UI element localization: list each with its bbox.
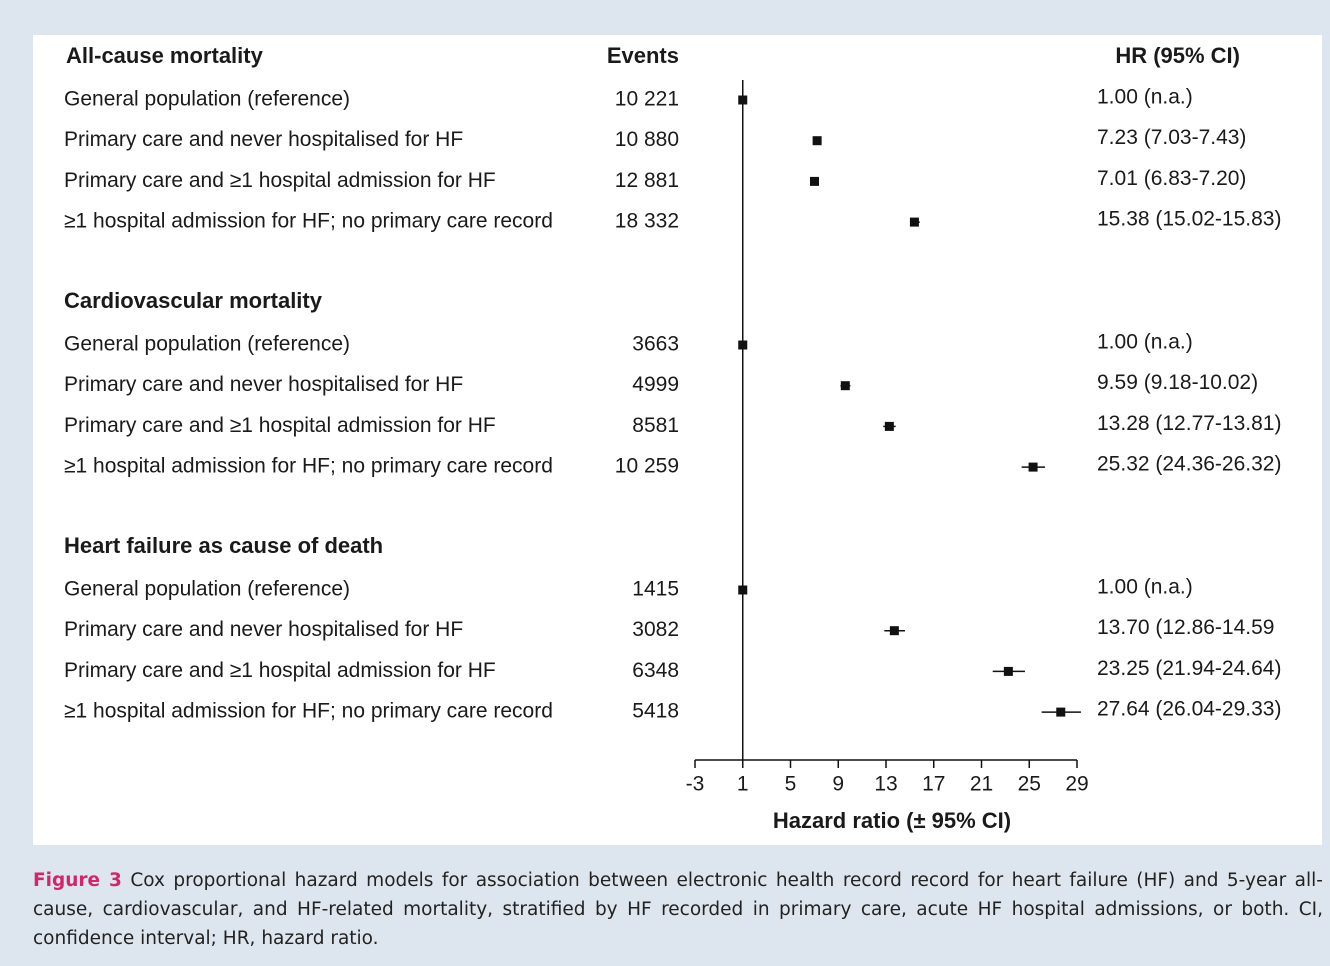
hr-label: 1.00 (n.a.) [1097,576,1193,599]
row-label: Primary care and ≥1 hospital admission f… [64,169,496,192]
hr-label: 15.38 (15.02-15.83) [1097,208,1281,231]
hr-point [840,381,850,391]
x-axis-title: Hazard ratio (± 95% CI) [773,808,1011,833]
hr-label: 7.01 (6.83-7.20) [1097,167,1246,190]
x-tick-label: 21 [970,773,993,796]
hr-label: 13.28 (12.77-13.81) [1097,412,1281,435]
group-title: Cardiovascular mortality [64,288,323,313]
row-label: ≥1 hospital admission for HF; no primary… [64,700,553,723]
events: 6348 [632,659,679,682]
hr-label: 9.59 (9.18-10.02) [1097,371,1258,394]
hr-label: 1.00 (n.a.) [1097,86,1193,109]
hr-label: 23.25 (21.94-24.64) [1097,657,1281,680]
events: 3082 [632,618,679,641]
events: 5418 [632,700,679,723]
events: 12 881 [615,169,679,192]
x-tick-label: 29 [1065,773,1088,796]
events-header: Events [607,43,679,68]
chart-panel [33,35,1322,845]
hr-label: 7.23 (7.03-7.43) [1097,126,1246,149]
caption: Figure 3 Cox proportional hazard models … [33,866,1323,953]
x-tick-label: 5 [785,773,797,796]
hr-point [909,217,919,227]
events: 3663 [632,333,679,356]
x-tick-label: 1 [737,773,749,796]
events: 1415 [632,578,679,601]
row-label: Primary care and ≥1 hospital admission f… [64,414,496,437]
events: 4999 [632,373,679,396]
x-tick-label: -3 [686,773,705,796]
hr-point [1056,707,1066,717]
hr-point [1028,462,1038,472]
hr-point [1003,666,1013,676]
events: 10 880 [615,128,679,151]
x-tick-label: 13 [874,773,897,796]
group-title: Heart failure as cause of death [64,533,383,558]
x-tick-label: 25 [1018,773,1041,796]
row-label: General population (reference) [64,333,350,356]
hr-label: 25.32 (24.36-26.32) [1097,453,1281,476]
caption-text: Cox proportional hazard models for assoc… [33,870,1323,949]
group-title: All-cause mortality [66,43,264,68]
row-label: Primary care and never hospitalised for … [64,618,463,641]
hr-point [809,176,819,186]
row-label: General population (reference) [64,578,350,601]
hr-label: 27.64 (26.04-29.33) [1097,698,1281,721]
events: 10 221 [615,88,679,111]
events: 10 259 [615,455,679,478]
hr-label: 13.70 (12.86-14.59 [1097,616,1274,639]
row-label: Primary care and never hospitalised for … [64,373,463,396]
chart: HR (95% CI) Events Hazard ratio (± 95% C… [64,43,1281,833]
hr-point [738,95,748,105]
hr-point [884,421,894,431]
hr-point [738,340,748,350]
events: 18 332 [615,210,679,233]
caption-label: Figure 3 [33,870,122,891]
x-tick-label: 17 [922,773,945,796]
row-label: ≥1 hospital admission for HF; no primary… [64,210,553,233]
row-label: ≥1 hospital admission for HF; no primary… [64,455,553,478]
events: 8581 [632,414,679,437]
hr-label: 1.00 (n.a.) [1097,331,1193,354]
hr-point [738,585,748,595]
x-tick-label: 9 [832,773,844,796]
row-label: Primary care and ≥1 hospital admission f… [64,659,496,682]
row-label: Primary care and never hospitalised for … [64,128,463,151]
hr-point [889,626,899,636]
hr-point [812,136,822,146]
hr-header: HR (95% CI) [1115,43,1240,68]
row-label: General population (reference) [64,88,350,111]
